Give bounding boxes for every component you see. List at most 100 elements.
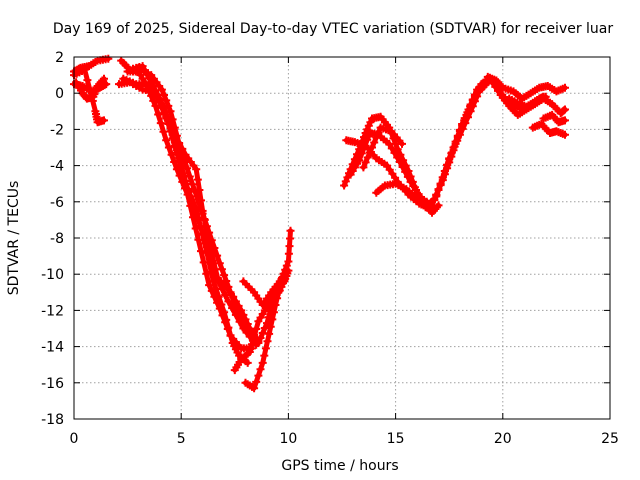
data-point-marker	[366, 118, 375, 127]
y-tick-label: -8	[50, 231, 64, 247]
data-point-marker	[395, 158, 404, 166]
data-point-marker	[561, 105, 569, 114]
data-point-marker	[406, 177, 415, 186]
data-point-marker	[222, 277, 231, 285]
data-point-marker	[193, 195, 202, 204]
data-point-marker	[340, 181, 349, 190]
data-point-marker	[200, 215, 209, 224]
data-point-marker	[473, 92, 482, 101]
data-point-marker	[245, 348, 254, 356]
data-point-marker	[561, 116, 569, 125]
data-point-marker	[214, 292, 223, 301]
data-point-marker	[175, 156, 184, 165]
data-point-marker	[388, 169, 397, 178]
data-point-marker	[229, 297, 238, 306]
data-point-marker	[224, 282, 233, 291]
data-point-marker	[215, 259, 224, 268]
data-point-marker	[88, 96, 97, 105]
data-point-marker	[260, 351, 269, 360]
data-point-marker	[403, 172, 412, 181]
data-point-marker	[164, 143, 173, 152]
data-point-marker	[220, 271, 229, 280]
data-point-marker	[470, 97, 479, 106]
data-point-marker	[241, 326, 250, 335]
data-point-marker	[398, 139, 406, 148]
data-point-marker	[261, 344, 270, 353]
data-point-marker	[254, 371, 263, 380]
data-point-marker	[170, 141, 179, 150]
data-point-marker	[217, 300, 226, 309]
data-point-marker	[383, 161, 391, 170]
data-point-marker	[209, 277, 218, 286]
data-point-marker	[387, 144, 396, 153]
x-tick-label: 0	[70, 431, 79, 447]
data-point-marker	[485, 74, 494, 83]
data-point-marker	[561, 130, 569, 139]
data-point-marker	[198, 209, 207, 218]
data-point-marker	[196, 222, 205, 231]
series-arc-4c	[346, 78, 492, 210]
data-point-marker	[464, 113, 472, 122]
data-point-marker	[453, 136, 462, 145]
data-point-marker	[357, 149, 366, 158]
data-point-marker	[286, 234, 294, 243]
data-point-marker	[193, 175, 202, 184]
data-point-marker	[438, 173, 447, 182]
series-arc-3d	[254, 272, 291, 347]
data-point-marker	[153, 93, 162, 102]
data-point-marker	[197, 247, 205, 256]
data-point-marker	[436, 179, 445, 188]
data-point-marker	[150, 89, 159, 98]
data-point-marker	[267, 301, 276, 310]
y-tick-label: -2	[50, 122, 64, 138]
data-point-marker	[461, 119, 470, 128]
data-point-marker	[154, 110, 163, 119]
series-arc-5e	[539, 110, 569, 127]
data-point-marker	[284, 249, 293, 258]
data-point-marker	[160, 91, 168, 99]
data-point-marker	[374, 128, 383, 137]
data-point-marker	[252, 377, 261, 386]
data-point-marker	[189, 198, 198, 207]
data-point-marker	[256, 365, 265, 374]
data-point-marker	[458, 124, 467, 133]
series-arc-2d	[134, 63, 250, 335]
data-point-marker	[220, 308, 229, 317]
axis-ticks: 0 5 10 15 20 25 -18 -16 -14 -12 -10 -8 -6 -4 -2 0 2	[41, 50, 619, 447]
y-tick-label: 2	[55, 50, 64, 66]
data-point-marker	[447, 148, 456, 157]
data-point-marker	[468, 102, 477, 111]
data-point-marker	[179, 172, 188, 180]
data-point-marker	[194, 213, 203, 222]
data-point-marker	[155, 98, 164, 107]
data-point-marker	[466, 107, 475, 116]
data-point-marker	[254, 339, 263, 347]
data-point-marker	[167, 150, 176, 159]
data-point-marker	[360, 142, 369, 151]
data-point-marker	[151, 101, 160, 110]
data-point-marker	[286, 226, 295, 235]
x-tick-label: 20	[494, 431, 512, 447]
data-point-marker	[365, 148, 374, 157]
data-point-marker	[361, 158, 370, 167]
data-point-marker	[279, 279, 287, 288]
data-point-marker	[159, 127, 168, 136]
data-point-marker	[210, 244, 219, 252]
data-point-marker	[191, 224, 200, 233]
data-point-marker	[355, 156, 364, 165]
series-arc-5f	[505, 92, 550, 112]
data-point-marker	[248, 340, 256, 349]
data-point-marker	[250, 332, 259, 341]
data-point-marker	[398, 163, 407, 171]
series-arc-1d	[70, 65, 108, 127]
data-point-marker	[412, 186, 420, 194]
data-point-marker	[232, 304, 241, 313]
data-point-marker	[260, 324, 269, 332]
data-point-marker	[181, 179, 190, 188]
data-point-marker	[227, 290, 235, 299]
data-point-marker	[83, 76, 92, 85]
data-point-marker	[258, 329, 267, 337]
y-tick-label: -14	[41, 340, 64, 356]
data-point-marker	[243, 358, 252, 367]
